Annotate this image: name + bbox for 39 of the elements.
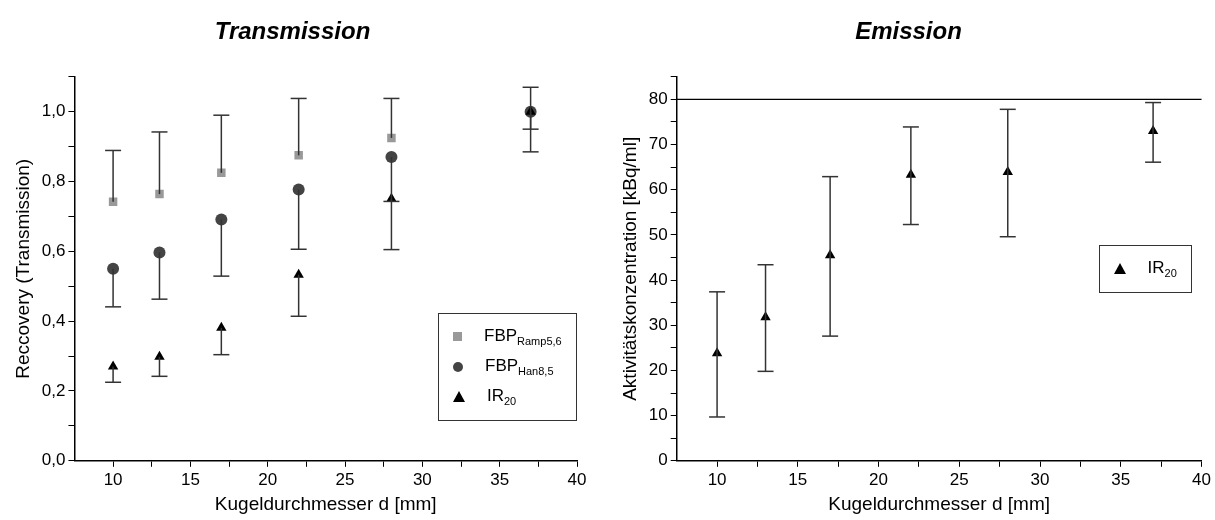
y-axis-title: Aktivitätskonzentration [kBq/ml] [618,136,640,401]
y-tick-label: 0,6 [41,241,66,261]
x-tick-label: 25 [949,469,969,489]
x-tick-label: 35 [490,469,510,489]
y-tick-label: 0,0 [41,450,66,470]
y-tick-label: 0 [658,450,668,470]
y-tick-label: 0,8 [41,171,66,191]
x-axis-title: Kugeldurchmesser d [mm] [828,492,1050,514]
chart-title: Emission [855,17,962,45]
x-tick-label: 40 [567,469,587,489]
y-axis-title: Reccovery (Transmission) [11,158,33,379]
x-tick-label: 40 [1192,469,1212,489]
x-tick-label: 15 [788,469,808,489]
x-tick-label: 20 [869,469,889,489]
x-tick-label: 10 [707,469,727,489]
legend-label: FBP$_{Ramp5,6}$ [484,326,562,348]
y-tick-label: 0,4 [41,310,66,330]
legend-label: IR$_{20}$ [487,386,517,408]
legend-label: IR$_{20}$ [1147,258,1177,280]
y-tick-label: 10 [648,405,668,425]
x-tick-label: 15 [180,469,200,489]
x-tick-label: 35 [1111,469,1131,489]
y-tick-label: 0,2 [41,380,66,400]
y-tick-label: 20 [648,360,668,380]
x-tick-label: 30 [412,469,432,489]
x-tick-label: 20 [258,469,278,489]
y-tick-label: 30 [648,314,668,334]
legend-label: FBP$_{Han8,5}$ [485,356,554,378]
y-tick-label: 60 [648,179,668,199]
x-tick-label: 10 [103,469,123,489]
y-tick-label: 40 [648,269,668,289]
x-tick-label: 30 [1030,469,1050,489]
x-axis-title: Kugeldurchmesser d [mm] [214,492,437,514]
chart-title: Transmission [214,17,371,45]
y-tick-label: 50 [648,224,668,244]
y-tick-label: 70 [648,134,668,154]
y-tick-label: 80 [648,89,668,109]
y-tick-label: 1,0 [41,101,66,121]
x-tick-label: 25 [335,469,355,489]
